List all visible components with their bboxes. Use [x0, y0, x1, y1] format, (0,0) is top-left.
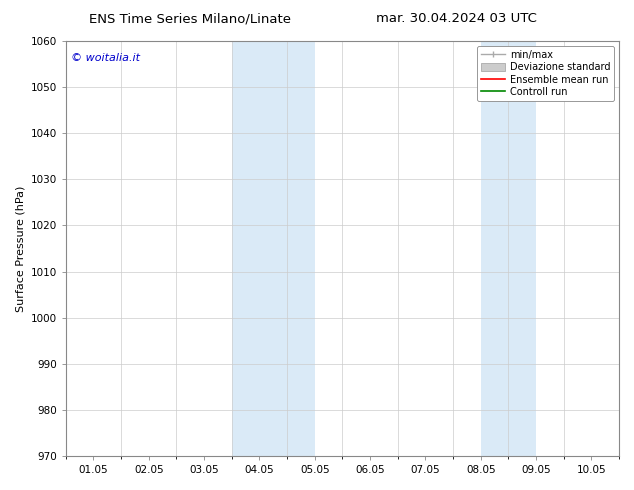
Text: mar. 30.04.2024 03 UTC: mar. 30.04.2024 03 UTC: [376, 12, 537, 25]
Bar: [481, 41, 508, 456]
Text: ENS Time Series Milano/Linate: ENS Time Series Milano/Linate: [89, 12, 291, 25]
Legend: min/max, Deviazione standard, Ensemble mean run, Controll run: min/max, Deviazione standard, Ensemble m…: [477, 46, 614, 101]
Bar: [232, 41, 259, 456]
Bar: [259, 41, 287, 456]
Bar: [287, 41, 314, 456]
Text: © woitalia.it: © woitalia.it: [72, 53, 140, 64]
Bar: [508, 41, 536, 456]
Y-axis label: Surface Pressure (hPa): Surface Pressure (hPa): [15, 185, 25, 312]
